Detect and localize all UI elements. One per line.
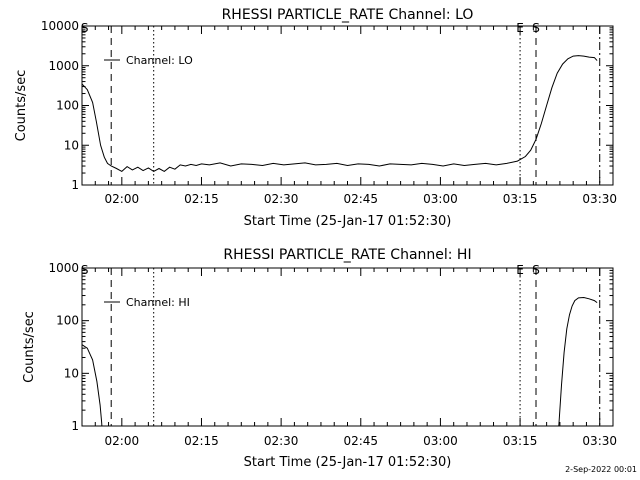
x-tick-label: 02:30 [264,434,299,448]
x-tick-label: 02:15 [184,434,219,448]
x-tick-label: 03:00 [423,192,458,206]
event-marker-label: S [532,263,540,277]
y-tick-label: 10 [64,138,79,152]
x-tick-label: 03:15 [503,192,538,206]
event-marker-label: E [516,21,524,35]
chart-title: RHESSI PARTICLE_RATE Channel: LO [222,7,474,23]
y-axis-label: Counts/sec [14,70,29,142]
event-marker-label: S [81,263,89,277]
x-tick-label: 02:00 [105,434,140,448]
x-tick-label: 02:15 [184,192,219,206]
x-tick-label: 03:30 [582,192,617,206]
y-axis-label: Counts/sec [22,311,37,383]
legend-label: Channel: LO [126,54,193,67]
y-tick-label: 100 [56,99,79,113]
x-axis-label: Start Time (25-Jan-17 01:52:30) [244,455,452,470]
x-tick-label: 02:00 [105,192,140,206]
plot-frame [81,25,614,186]
footer-date: 2-Sep-2022 00:01 [565,465,637,474]
chart-title: RHESSI PARTICLE_RATE Channel: HI [223,247,471,263]
event-marker-label: E [516,263,524,277]
series-line [81,344,103,427]
x-tick-label: 03:15 [503,434,538,448]
plot-frame [81,267,614,427]
y-tick-label: 10 [64,366,79,380]
series-line [81,55,598,173]
y-tick-label: 100 [56,314,79,328]
y-tick-label: 1000 [48,59,79,73]
y-tick-label: 1 [71,419,79,433]
event-marker-label: S [81,21,89,35]
chart-panel-2: RHESSI PARTICLE_RATE Channel: HI 1 10 100 10… [22,247,617,470]
x-tick-label: 03:30 [582,434,617,448]
y-tick-label: 1000 [48,261,79,275]
x-tick-label: 02:45 [343,192,378,206]
event-marker-label: S [532,21,540,35]
y-tick-label: 10000 [41,19,79,33]
y-tick-label: 1 [71,178,79,192]
series-line [558,296,598,427]
x-tick-label: 03:00 [423,434,458,448]
chart-panel-1: RHESSI PARTICLE_RATE Channel: LO 1 10 100 10… [14,7,617,229]
x-axis-label: Start Time (25-Jan-17 01:52:30) [244,214,452,229]
x-tick-label: 02:45 [343,434,378,448]
x-tick-label: 02:30 [264,192,299,206]
legend-label: Channel: HI [126,296,190,309]
